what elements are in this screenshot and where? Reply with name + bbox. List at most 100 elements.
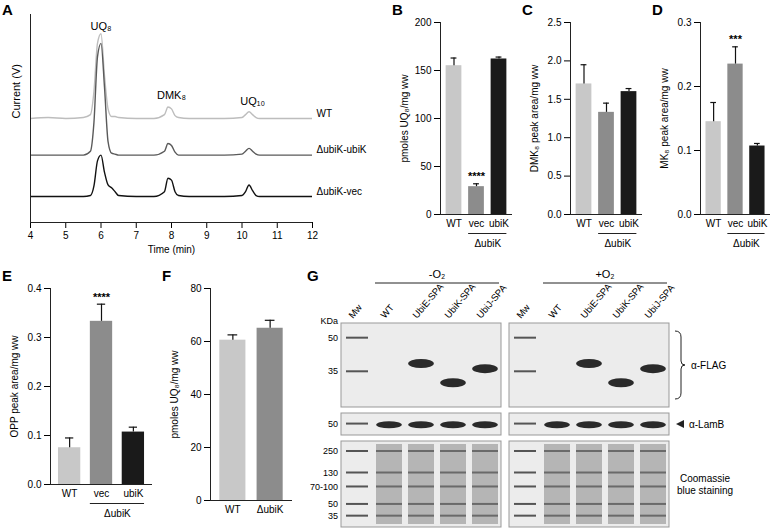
svg-text:ubiK: ubiK (489, 218, 509, 229)
svg-text:Current (V): Current (V) (10, 64, 22, 118)
html-text:D: D (652, 1, 663, 18)
svg-text:KDa: KDa (320, 316, 338, 326)
svg-text:WT: WT (706, 218, 722, 229)
svg-text:DMK₈ peak area/mg ww: DMK₈ peak area/mg ww (529, 64, 540, 172)
svg-text:50: 50 (328, 499, 338, 509)
svg-text:1.0: 1.0 (548, 132, 562, 143)
html-text:F: F (162, 267, 172, 284)
html-text:A: A (2, 1, 13, 18)
svg-text:UQ₁₀: UQ₁₀ (240, 95, 265, 107)
svg-text:α-FLAG: α-FLAG (691, 360, 726, 371)
svg-text:Mw: Mw (514, 302, 532, 320)
svg-text:***: *** (729, 33, 743, 45)
svg-text:ΔubiK: ΔubiK (104, 508, 131, 519)
svg-text:DMK₈: DMK₈ (157, 89, 186, 101)
svg-text:60: 60 (190, 336, 202, 347)
svg-text:WT: WT (62, 488, 78, 499)
svg-text:vec: vec (94, 488, 110, 499)
svg-text:ΔubiK: ΔubiK (257, 504, 284, 515)
html-text:G: G (307, 267, 319, 284)
svg-text:0.0: 0.0 (678, 209, 692, 220)
svg-text:50: 50 (420, 161, 432, 172)
svg-text:4: 4 (28, 230, 34, 241)
svg-text:50: 50 (328, 419, 338, 429)
svg-text:0.3: 0.3 (28, 332, 42, 343)
svg-text:WT: WT (576, 218, 592, 229)
svg-text:WT: WT (546, 302, 564, 321)
svg-text:1.5: 1.5 (548, 94, 562, 105)
svg-text:WT: WT (378, 302, 396, 321)
svg-text:10: 10 (236, 230, 248, 241)
svg-text:OPP peak area/mg ww: OPP peak area/mg ww (9, 335, 20, 438)
svg-text:0.2: 0.2 (28, 381, 42, 392)
svg-text:200: 200 (415, 17, 432, 28)
svg-text:****: **** (468, 170, 486, 182)
svg-text:0: 0 (196, 495, 202, 506)
svg-text:2.0: 2.0 (548, 55, 562, 66)
svg-text:80: 80 (190, 283, 202, 294)
svg-text:vec: vec (728, 218, 744, 229)
svg-text:WT: WT (446, 218, 462, 229)
svg-text:UbiE-SPA: UbiE-SPA (410, 280, 446, 320)
html-text:E: E (2, 267, 12, 284)
svg-text:-O₂: -O₂ (429, 268, 446, 280)
svg-text:WT: WT (317, 108, 333, 119)
svg-text:MK₈ peak area/mg ww: MK₈ peak area/mg ww (659, 68, 670, 169)
svg-text:130: 130 (323, 468, 338, 478)
svg-text:20: 20 (190, 442, 202, 453)
svg-text:Coomassie: Coomassie (680, 473, 730, 484)
html-text:B: B (392, 1, 403, 18)
svg-text:11: 11 (272, 230, 283, 241)
svg-text:0.0: 0.0 (548, 209, 562, 220)
svg-text:9: 9 (204, 230, 210, 241)
html-text:C: C (522, 1, 533, 18)
svg-text:UQ₈: UQ₈ (90, 20, 111, 32)
svg-text:WT: WT (225, 504, 241, 515)
svg-text:ΔubiK: ΔubiK (604, 238, 631, 249)
svg-text:ubiK: ubiK (619, 218, 639, 229)
svg-text:5: 5 (63, 230, 69, 241)
svg-text:35: 35 (328, 366, 338, 376)
svg-text:pmoles UQ₈/mg ww: pmoles UQ₈/mg ww (169, 350, 180, 439)
svg-text:ΔubiK-ubiK: ΔubiK-ubiK (317, 144, 367, 155)
svg-text:0.1: 0.1 (678, 145, 692, 156)
svg-text:0.5: 0.5 (548, 170, 562, 181)
svg-text:35: 35 (328, 511, 338, 521)
svg-text:ΔubiK: ΔubiK (474, 238, 501, 249)
svg-text:UbiE-SPA: UbiE-SPA (578, 280, 614, 320)
svg-text:UbiK-SPA: UbiK-SPA (610, 280, 646, 320)
svg-text:2.5: 2.5 (548, 17, 562, 28)
svg-text:****: **** (93, 291, 111, 303)
svg-text:UbiK-SPA: UbiK-SPA (442, 280, 478, 320)
svg-text:7: 7 (133, 230, 139, 241)
svg-text:250: 250 (323, 446, 338, 456)
svg-text:70-100: 70-100 (310, 482, 338, 492)
svg-text:Mw: Mw (346, 302, 364, 320)
svg-text:pmoles UQ₈/mg ww: pmoles UQ₈/mg ww (399, 74, 410, 163)
svg-text:100: 100 (415, 113, 432, 124)
svg-text:ΔubiK: ΔubiK (733, 238, 760, 249)
svg-text:α-LamB: α-LamB (689, 419, 725, 430)
svg-text:0.2: 0.2 (678, 81, 692, 92)
svg-text:0.4: 0.4 (28, 283, 42, 294)
svg-text:8: 8 (169, 230, 175, 241)
svg-text:+O₂: +O₂ (595, 268, 614, 280)
svg-text:ubiK: ubiK (747, 218, 767, 229)
svg-text:0.0: 0.0 (28, 479, 42, 490)
svg-text:0: 0 (426, 209, 432, 220)
svg-text:150: 150 (415, 65, 432, 76)
svg-text:40: 40 (190, 389, 202, 400)
svg-text:blue staining: blue staining (677, 485, 733, 496)
svg-text:vec: vec (469, 218, 485, 229)
svg-text:50: 50 (328, 333, 338, 343)
svg-text:ubiK: ubiK (123, 488, 143, 499)
svg-text:vec: vec (599, 218, 615, 229)
svg-text:ΔubiK-vec: ΔubiK-vec (317, 186, 363, 197)
svg-text:Time (min): Time (min) (148, 244, 195, 255)
svg-text:0.3: 0.3 (678, 17, 692, 28)
svg-text:UbiJ-SPA: UbiJ-SPA (474, 282, 509, 321)
svg-text:0.1: 0.1 (28, 430, 42, 441)
svg-text:UbiJ-SPA: UbiJ-SPA (642, 282, 677, 321)
svg-text:12: 12 (307, 230, 319, 241)
svg-text:6: 6 (98, 230, 104, 241)
